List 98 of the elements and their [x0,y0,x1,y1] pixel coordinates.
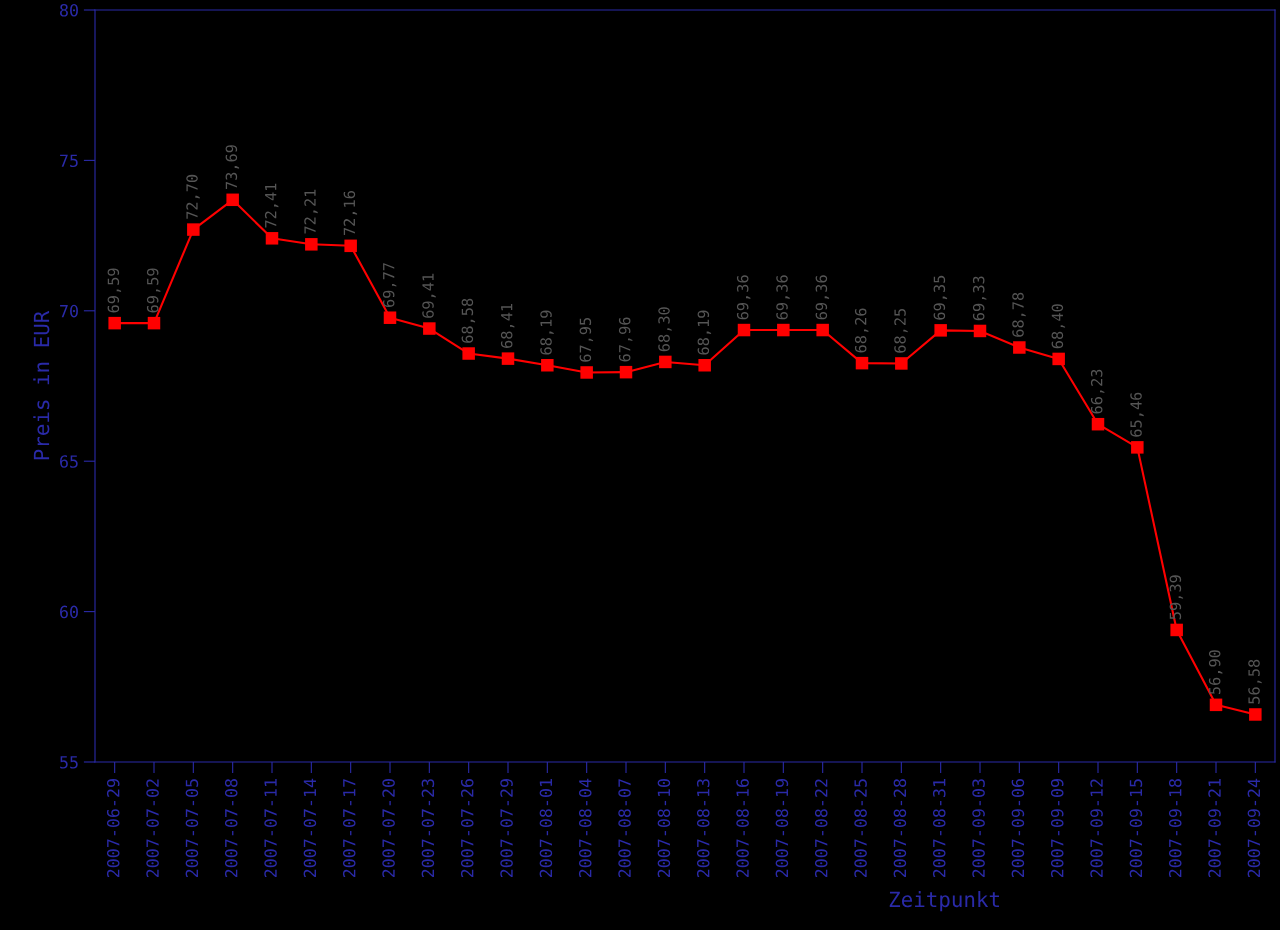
point [1013,341,1026,354]
data-label: 72,21 [304,189,318,234]
point [265,232,279,245]
data-label: 56,58 [1248,659,1262,704]
point [855,356,869,370]
x-tick-label: 2007-07-26 [460,779,474,878]
data-label: 69,41 [422,273,436,318]
point [383,311,397,324]
y-tick-label: 60 [60,605,78,619]
data-label: 68,25 [894,308,908,353]
y-tick-label: 70 [60,304,78,318]
point [1091,417,1105,431]
point [462,347,475,360]
x-tick-label: 2007-08-04 [578,778,592,878]
x-tick-label: 2007-08-10 [657,779,671,878]
data-label: 68,78 [1012,292,1026,337]
point [1131,441,1144,454]
x-tick-label: 2007-07-23 [421,779,435,878]
x-tick-label: 2007-09-03 [972,779,985,878]
data-label: 59,39 [1169,575,1184,620]
data-label: 68,58 [461,298,476,343]
data-label: 69,77 [382,263,397,307]
y-axis-title: Preis in EUR [33,310,50,460]
x-tick-label: 2007-08-01 [539,779,553,878]
data-label: 68,19 [540,310,554,355]
data-label: 65,46 [1130,392,1144,437]
data-label: 66,23 [1090,369,1105,414]
data-label: 67,96 [618,317,633,362]
data-label: 69,33 [972,276,987,321]
point [580,366,593,379]
data-label: 69,36 [815,275,830,320]
x-tick-label: 2007-07-05 [185,779,199,878]
x-tick-label: 2007-07-29 [500,779,513,878]
data-label: 69,36 [776,275,790,320]
point [1209,698,1223,712]
point [187,223,200,236]
point [423,322,436,335]
data-label: 68,41 [500,303,515,348]
point [108,316,121,330]
point [973,324,987,338]
x-tick-label: 2007-07-14 [303,778,317,878]
x-tick-label: 2007-09-15 [1129,779,1143,878]
point [147,316,161,330]
x-tick-label: 2007-09-24 [1247,778,1261,878]
data-label: 69,35 [933,275,948,320]
x-tick-label: 2007-08-28 [893,779,907,878]
x-tick-label: 2007-09-09 [1050,779,1064,878]
x-tick-label: 2007-06-29 [106,779,120,878]
x-tick-label: 2007-08-22 [814,779,828,878]
x-tick-label: 2007-07-17 [342,779,356,878]
data-label: 68,26 [854,308,869,353]
x-axis-title: Zeitpunkt [889,891,999,912]
point [659,355,672,369]
data-label: 72,16 [343,191,358,236]
point [777,323,790,337]
point [737,323,751,337]
x-tick-label: 2007-09-21 [1208,779,1221,878]
point [501,352,515,365]
x-tick-label: 2007-08-13 [696,779,710,878]
x-tick-label: 2007-08-31 [932,779,946,878]
point [344,239,357,253]
x-tick-label: 2007-08-25 [854,779,867,878]
x-tick-label: 2007-08-07 [618,779,631,878]
x-tick-label: 2007-09-06 [1011,779,1025,878]
x-tick-label: 2007-07-02 [146,779,159,878]
point [816,323,829,337]
data-label: 69,36 [736,275,751,320]
x-tick-label: 2007-07-11 [264,779,277,878]
data-label: 56,90 [1208,650,1223,695]
point [1170,623,1183,637]
point [895,357,908,370]
point [934,324,947,337]
data-label: 69,59 [107,268,122,313]
y-tick-label: 55 [60,756,78,769]
point [541,358,554,372]
point [226,193,239,207]
data-label: 68,19 [697,310,712,355]
data-label: 68,30 [658,307,672,352]
data-label: 73,69 [225,145,240,190]
x-tick-label: 2007-09-18 [1168,779,1182,878]
x-tick-label: 2007-08-19 [775,779,789,878]
point [305,238,318,251]
x-tick-label: 2007-07-20 [382,779,395,878]
y-tick-label: 75 [60,154,78,168]
y-tick-label: 80 [60,4,78,17]
point [1249,708,1262,721]
data-label: 69,59 [146,268,161,313]
data-label: 72,41 [264,183,279,228]
data-label: 67,95 [579,317,594,362]
point [619,365,633,379]
y-tick-label: 65 [60,455,78,468]
x-tick-label: 2007-07-08 [224,779,238,878]
data-label: 72,70 [186,174,200,219]
point [698,358,711,372]
point [1052,352,1065,366]
data-label: 68,40 [1051,304,1066,349]
x-tick-label: 2007-09-12 [1090,779,1103,878]
x-tick-label: 2007-08-16 [736,779,749,878]
